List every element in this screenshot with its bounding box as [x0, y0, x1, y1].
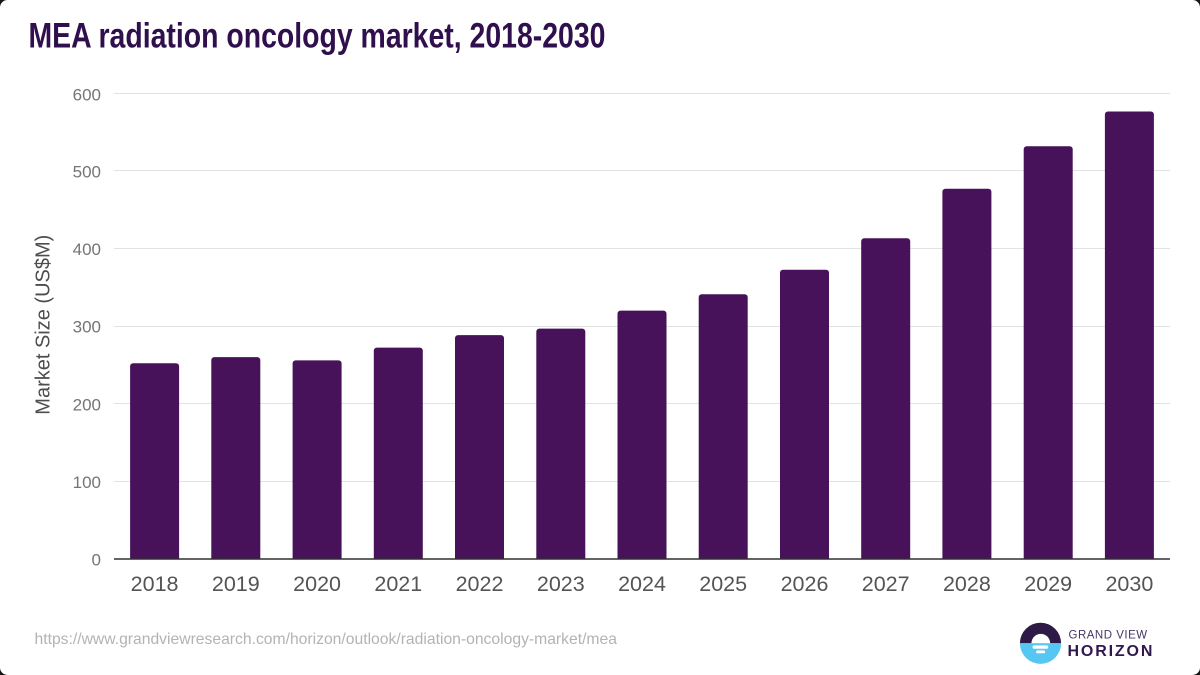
svg-text:2020: 2020 [293, 572, 341, 596]
svg-text:2021: 2021 [374, 572, 422, 596]
svg-text:2026: 2026 [781, 572, 829, 596]
svg-text:2018: 2018 [131, 572, 179, 596]
svg-text:2022: 2022 [456, 572, 504, 596]
svg-text:2023: 2023 [537, 572, 585, 596]
svg-text:2030: 2030 [1105, 572, 1153, 596]
svg-text:2025: 2025 [699, 572, 747, 596]
svg-text:MEA radiation oncology market,: MEA radiation oncology market, 2018-2030 [29, 16, 606, 56]
svg-text:Market Size (US$M): Market Size (US$M) [33, 235, 55, 415]
svg-text:2024: 2024 [618, 572, 666, 596]
svg-text:HORIZON: HORIZON [1068, 643, 1155, 660]
svg-text:2027: 2027 [862, 572, 910, 596]
svg-text:0: 0 [92, 551, 101, 570]
svg-text:500: 500 [73, 162, 101, 181]
svg-text:https://www.grandviewresearch.: https://www.grandviewresearch.com/horizo… [35, 631, 618, 648]
svg-text:2029: 2029 [1024, 572, 1072, 596]
svg-text:2019: 2019 [212, 572, 260, 596]
svg-text:100: 100 [73, 473, 101, 492]
svg-text:400: 400 [73, 240, 101, 259]
svg-text:600: 600 [73, 86, 101, 105]
svg-text:300: 300 [73, 318, 101, 337]
svg-text:200: 200 [73, 395, 101, 414]
svg-text:GRAND VIEW: GRAND VIEW [1069, 629, 1148, 641]
svg-text:2028: 2028 [943, 572, 991, 596]
